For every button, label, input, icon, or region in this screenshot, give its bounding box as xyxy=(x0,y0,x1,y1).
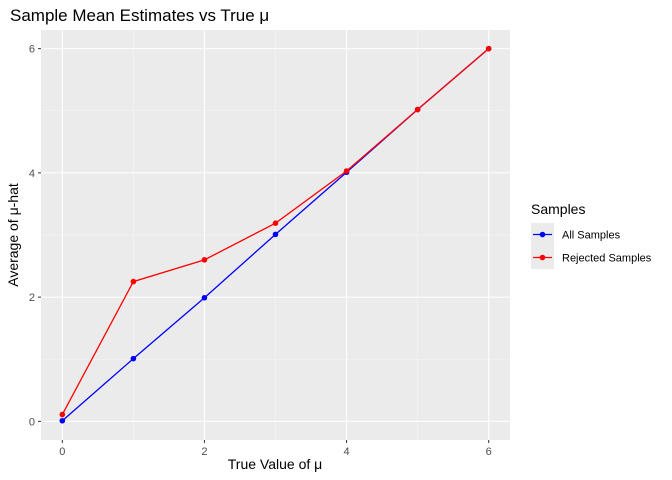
major-gridlines xyxy=(41,30,510,440)
data-point-rejected-samples xyxy=(130,278,137,285)
data-point-rejected-samples xyxy=(414,106,421,113)
legend-key-point xyxy=(539,231,546,238)
data-point-rejected-samples xyxy=(201,257,208,263)
legend-item-all-samples: All Samples xyxy=(531,223,621,246)
y-tick-label: 0 xyxy=(29,416,35,428)
data-point-rejected-samples xyxy=(485,45,492,52)
data-point-rejected-samples xyxy=(343,168,350,174)
y-tick-label: 6 xyxy=(29,44,35,56)
legend: Samples All Samples Rejected Samples xyxy=(531,201,652,269)
legend-label: Rejected Samples xyxy=(562,253,652,265)
data-point-all-samples xyxy=(272,231,279,238)
legend-key-point xyxy=(539,254,546,261)
chart-title: Sample Mean Estimates vs True μ xyxy=(10,6,269,25)
x-axis-title: True Value of μ xyxy=(228,456,322,472)
series-rejected-samples xyxy=(59,45,492,418)
x-tick-label: 4 xyxy=(343,446,349,458)
legend-items: All Samples Rejected Samples xyxy=(531,223,652,269)
y-tick-label: 2 xyxy=(29,292,35,304)
y-axis-title: Average of μ-hat xyxy=(5,183,21,287)
data-point-rejected-samples xyxy=(272,220,279,226)
legend-item-rejected-samples: Rejected Samples xyxy=(531,246,652,269)
legend-title: Samples xyxy=(531,201,585,217)
x-tick-label: 0 xyxy=(59,446,65,458)
series-layer xyxy=(59,45,492,424)
data-point-all-samples xyxy=(130,355,137,362)
data-point-rejected-samples xyxy=(59,411,66,418)
x-tick-label: 6 xyxy=(486,446,492,458)
data-point-all-samples xyxy=(201,294,208,301)
axis-ticks: 0 2 4 6 0 2 4 6 xyxy=(29,44,492,458)
x-tick-label: 2 xyxy=(201,446,207,458)
y-tick-label: 4 xyxy=(29,168,35,180)
data-point-all-samples xyxy=(59,417,66,424)
legend-label: All Samples xyxy=(562,230,621,242)
